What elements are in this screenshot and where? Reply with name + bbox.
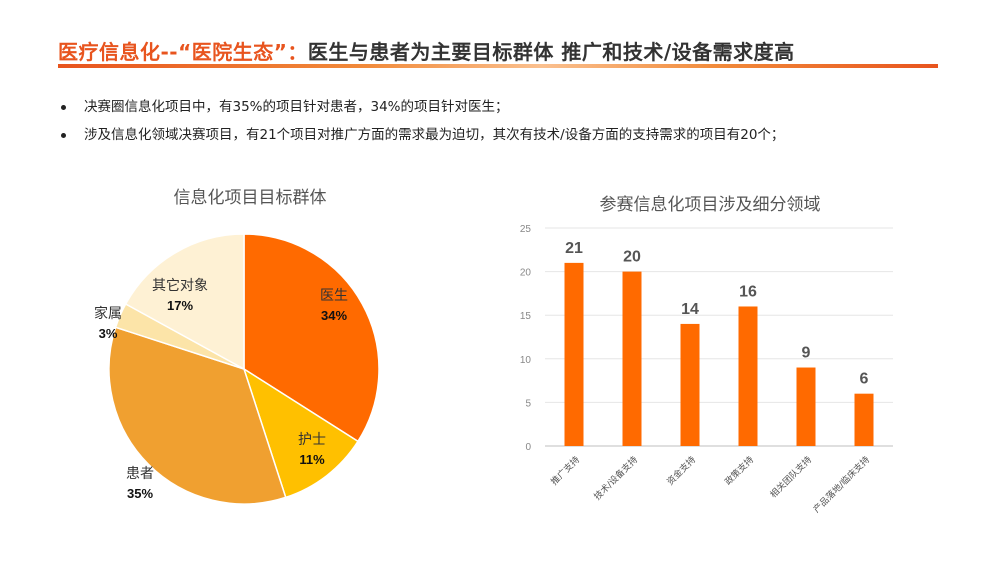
x-tick-label: 产品落地/临床支持 (811, 454, 873, 516)
bar-data-label: 9 (802, 345, 811, 362)
y-tick-label: 15 (520, 311, 532, 322)
bar (796, 367, 816, 446)
pie-slice-value: 17% (167, 298, 193, 313)
bar (854, 393, 874, 446)
x-tick-label: 技术/设备支持 (591, 454, 640, 503)
pie-slice (124, 233, 245, 371)
bullet-list: 决赛圈信息化项目中，有35%的项目针对患者，34%的项目针对医生； 涉及信息化领… (58, 97, 784, 153)
y-tick-label: 10 (520, 355, 532, 366)
y-tick-label: 0 (525, 442, 531, 453)
bar-data-label: 16 (739, 283, 757, 300)
pie-slice-value: 11% (299, 452, 325, 467)
bar-data-label: 21 (565, 240, 583, 257)
bar-chart-title: 参赛信息化项目涉及细分领域 (599, 195, 821, 215)
x-tick-label: 政策支持 (722, 454, 756, 488)
pie-slice-label: 护士 (298, 432, 326, 448)
bullet-item: 决赛圈信息化项目中，有35%的项目针对患者，34%的项目针对医生； (58, 97, 784, 125)
pie-slice-label: 其它对象 (152, 277, 208, 294)
pie-slice (108, 326, 287, 505)
pie-slice-value: 35% (127, 486, 153, 501)
pie-chart-title: 信息化项目目标群体 (173, 188, 327, 208)
bar-data-label: 20 (623, 249, 641, 266)
y-tick-label: 20 (520, 268, 532, 279)
bar (738, 306, 758, 446)
pie-slice-label: 医生 (320, 288, 348, 304)
pie-slice (243, 233, 380, 443)
title-divider (58, 64, 938, 68)
page-title-main: 医生与患者为主要目标群体 推广和技术/设备需求度高 (307, 40, 795, 64)
bar (622, 271, 642, 446)
bar (564, 262, 584, 446)
pie-slice-value: 3% (99, 326, 118, 341)
pie-slice (242, 367, 360, 499)
bar (680, 323, 700, 446)
pie-slice-value: 34% (321, 308, 347, 323)
x-tick-label: 资金支持 (664, 454, 698, 488)
bar-data-label: 6 (860, 371, 869, 388)
pie-slice-label: 患者 (126, 466, 154, 482)
bullet-item: 涉及信息化领域决赛项目，有21个项目对推广方面的需求最为迫切，其次有技术/设备方… (58, 125, 784, 153)
page-title-accent: 医疗信息化--“医院生态”： (58, 40, 308, 64)
y-tick-label: 5 (525, 398, 531, 409)
x-tick-label: 推广支持 (548, 454, 582, 488)
bar-data-label: 14 (681, 301, 699, 318)
x-tick-label: 相关团队支持 (767, 454, 814, 501)
page-title: 医疗信息化--“医院生态”：医生与患者为主要目标群体 推广和技术/设备需求度高 (58, 36, 795, 65)
pie-slice-label: 家属 (94, 305, 122, 322)
y-tick-label: 25 (520, 224, 532, 235)
